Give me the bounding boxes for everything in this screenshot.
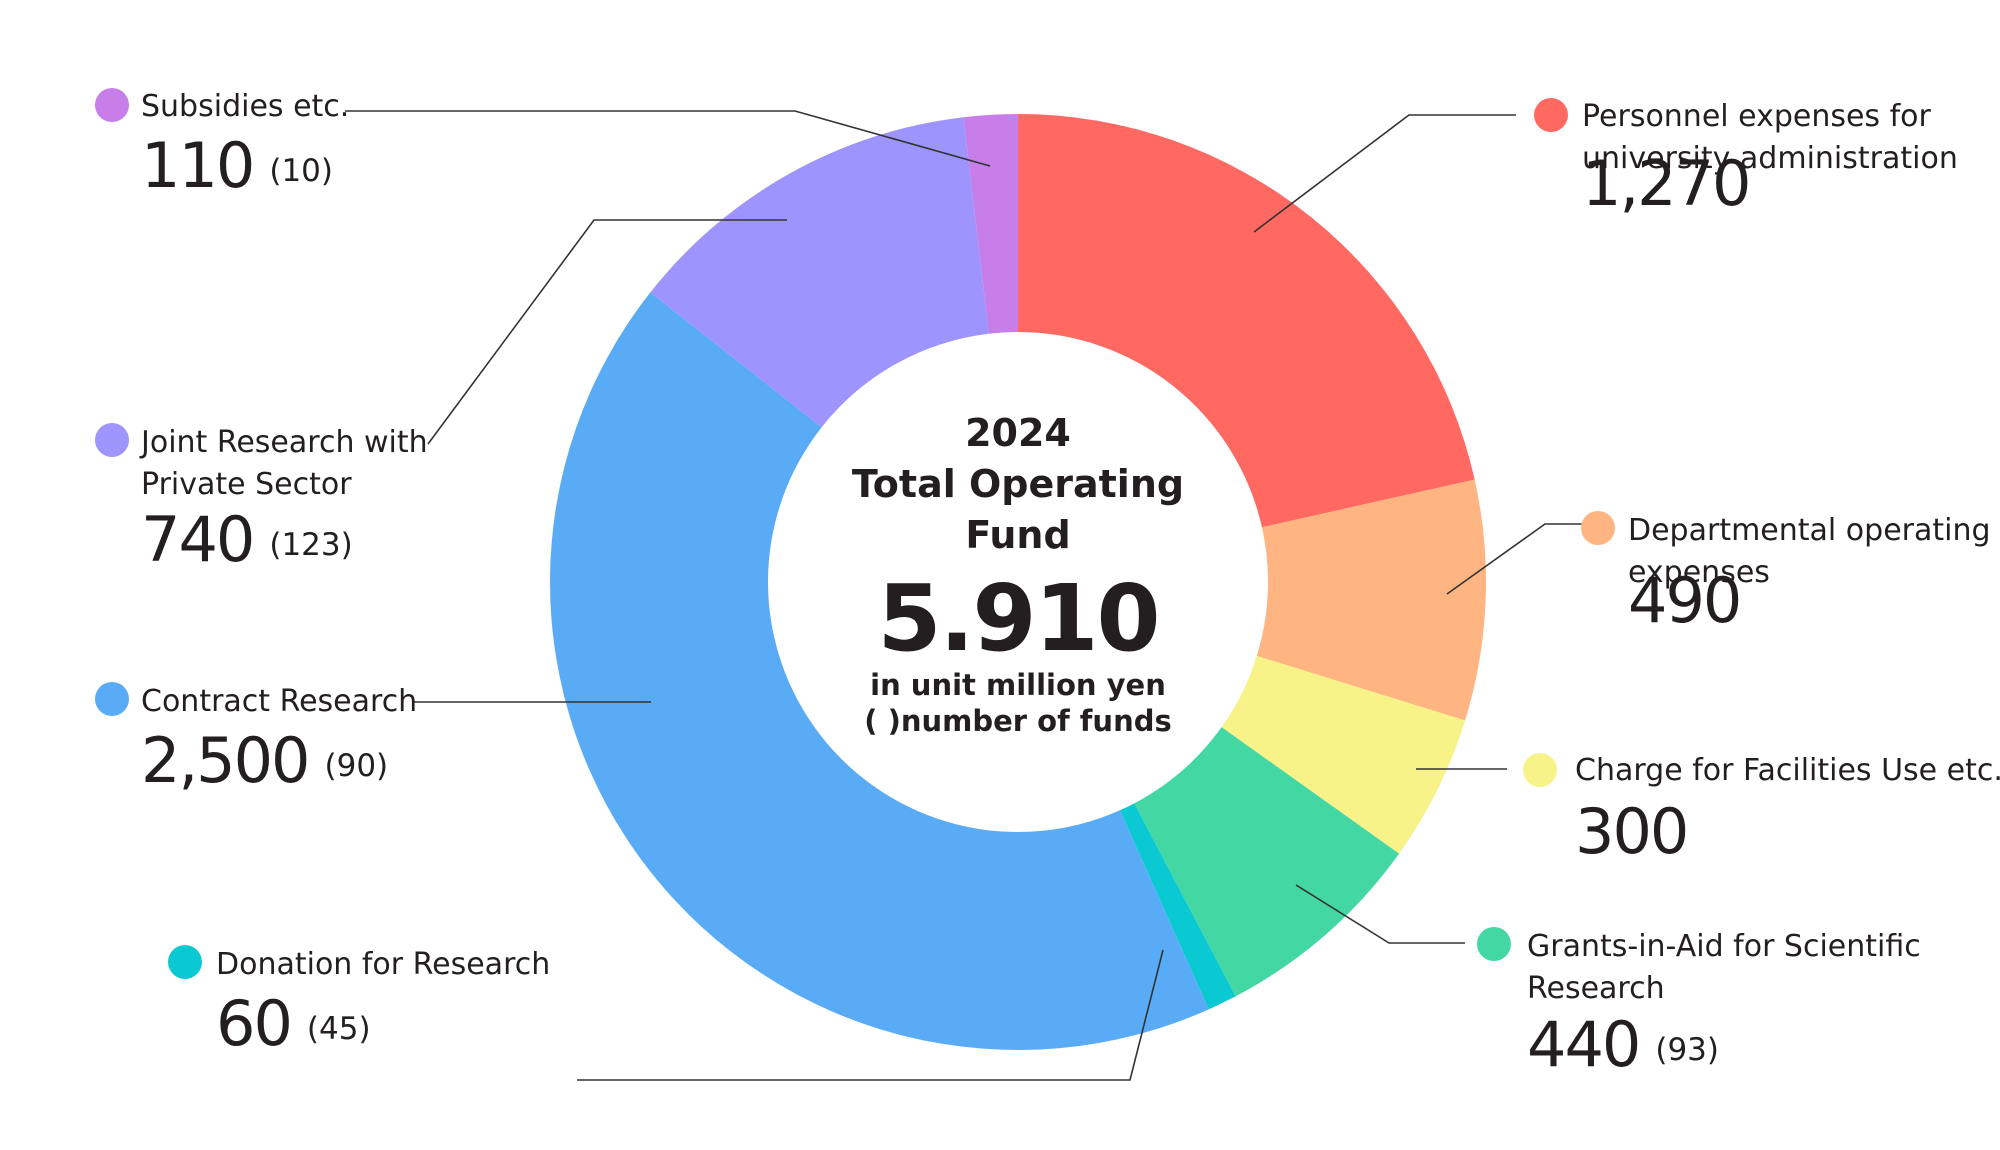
donut-slices [550,114,1487,1050]
slice-4 [1119,803,1236,1010]
segment-count-4: (45) [307,1011,371,1047]
leader-line-7 [345,110,991,167]
center-title-line1: Total Operating [852,462,1184,506]
leader-line-4 [577,949,1164,1081]
legend-dot-0 [1534,98,1568,132]
segment-name-0-line-1: university administration [1582,141,1958,176]
segment-count-6: (123) [269,527,352,563]
segment-name-0-line-0: Personnel expenses for [1582,99,1932,134]
center-unit-note: in unit million yen [870,668,1166,702]
slice-5 [550,292,1209,1050]
slice-1 [1256,479,1487,721]
slice-0 [1018,114,1475,528]
center-year: 2024 [965,411,1071,455]
legend-dot-6 [95,423,129,457]
segment-name-3-line-0: Grants-in-Aid for Scientific [1527,929,1921,964]
slice-6 [650,117,989,428]
segment-value-1: 490 [1628,564,1740,637]
center-title-line2: Fund [965,513,1070,557]
center-label: 2024 Total Operating Fund 5.910 in unit … [852,411,1184,738]
segment-name-6-line-0: Joint Research with [139,425,428,460]
segment-count-7: (10) [269,153,333,189]
segment-name-4-line-0: Donation for Research [216,947,550,982]
leader-line-3 [1295,884,1465,944]
segment-count-3: (93) [1655,1032,1719,1068]
leader-line-1 [1446,523,1583,595]
leader-line-0 [1253,114,1516,233]
legend-dot-3 [1477,927,1511,961]
slice-2 [1221,655,1466,854]
legend-dot-5 [95,682,129,716]
segment-name-6-line-1: Private Sector [141,467,352,502]
legend-dot-1 [1581,511,1615,545]
segment-value-3: 440 [1527,1008,1639,1081]
segment-name-1-line-1: expenses [1628,555,1770,590]
legend-dot-7 [95,88,129,122]
segment-value-5: 2,500 [141,724,309,797]
legend-dot-2 [1523,753,1557,787]
segment-count-5: (90) [325,748,389,784]
center-total-value: 5.910 [877,565,1158,672]
segment-name-7-line-0: Subsidies etc. [141,89,349,124]
legend-dot-4 [168,945,202,979]
segment-name-3-line-1: Research [1527,971,1665,1006]
segment-name-2-line-0: Charge for Facilities Use etc. [1575,753,2000,788]
segment-value-0: 1,270 [1582,147,1750,220]
segment-name-1-line-0: Departmental operating [1628,513,1991,548]
slice-7 [963,114,1018,334]
segment-name-5-line-0: Contract Research [141,684,417,719]
leader-lines [345,110,1583,1081]
segment-value-4: 60 [216,987,291,1060]
center-count-note: ( )number of funds [864,704,1172,738]
slice-3 [1134,727,1400,997]
segment-value-6: 740 [141,503,253,576]
segment-labels: Personnel expenses for university adminis… [95,88,2000,1081]
segment-value-2: 300 [1575,795,1687,868]
segment-value-7: 110 [141,129,253,202]
leader-line-6 [427,219,787,445]
